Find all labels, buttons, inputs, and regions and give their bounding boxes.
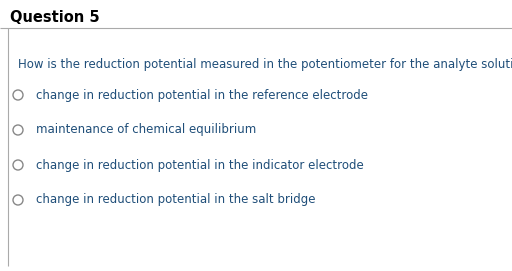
- Text: change in reduction potential in the salt bridge: change in reduction potential in the sal…: [36, 193, 315, 207]
- Text: change in reduction potential in the indicator electrode: change in reduction potential in the ind…: [36, 159, 364, 172]
- Text: maintenance of chemical equilibrium: maintenance of chemical equilibrium: [36, 124, 256, 137]
- Text: How is the reduction potential measured in the potentiometer for the analyte sol: How is the reduction potential measured …: [18, 58, 512, 71]
- Text: change in reduction potential in the reference electrode: change in reduction potential in the ref…: [36, 89, 368, 102]
- Text: Question 5: Question 5: [10, 10, 100, 25]
